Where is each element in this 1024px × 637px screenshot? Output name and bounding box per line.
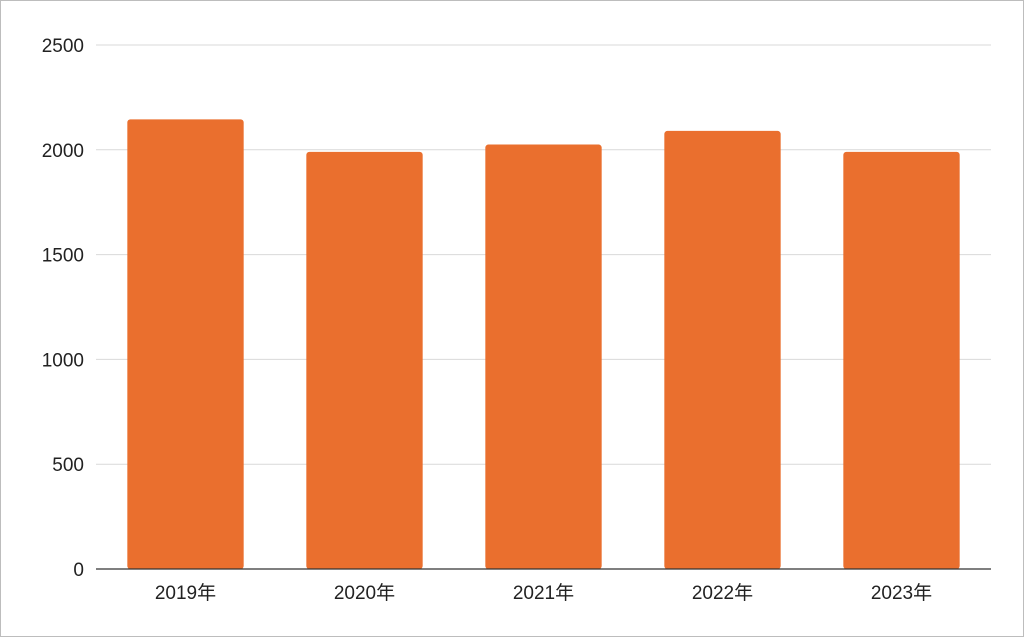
bar-2019年 — [127, 119, 244, 570]
y-tick-label-0: 0 — [73, 560, 84, 581]
bars — [127, 119, 960, 570]
y-tick-label-1500: 1500 — [42, 246, 84, 267]
bar-2021年 — [485, 144, 602, 569]
y-tick-label-2500: 2500 — [42, 36, 84, 57]
y-tick-label-1000: 1000 — [42, 350, 84, 371]
bar-2023年 — [843, 151, 960, 569]
y-tick-label-2000: 2000 — [42, 141, 84, 162]
x-tick-label-2020年: 2020年 — [334, 582, 395, 604]
x-tick-label-2022年: 2022年 — [692, 582, 753, 604]
bar-2022年 — [664, 130, 781, 569]
x-tick-label-2023年: 2023年 — [871, 582, 932, 604]
x-tick-label-2021年: 2021年 — [513, 582, 574, 604]
bar-2020年 — [306, 151, 423, 569]
y-tick-label-500: 500 — [52, 455, 84, 476]
x-tick-label-2019年: 2019年 — [155, 582, 216, 604]
y-tick-labels: 0 500 1000 1500 2000 2500 — [42, 36, 84, 581]
x-tick-labels: 2019年 2020年 2021年 2022年 2023年 — [155, 582, 932, 604]
